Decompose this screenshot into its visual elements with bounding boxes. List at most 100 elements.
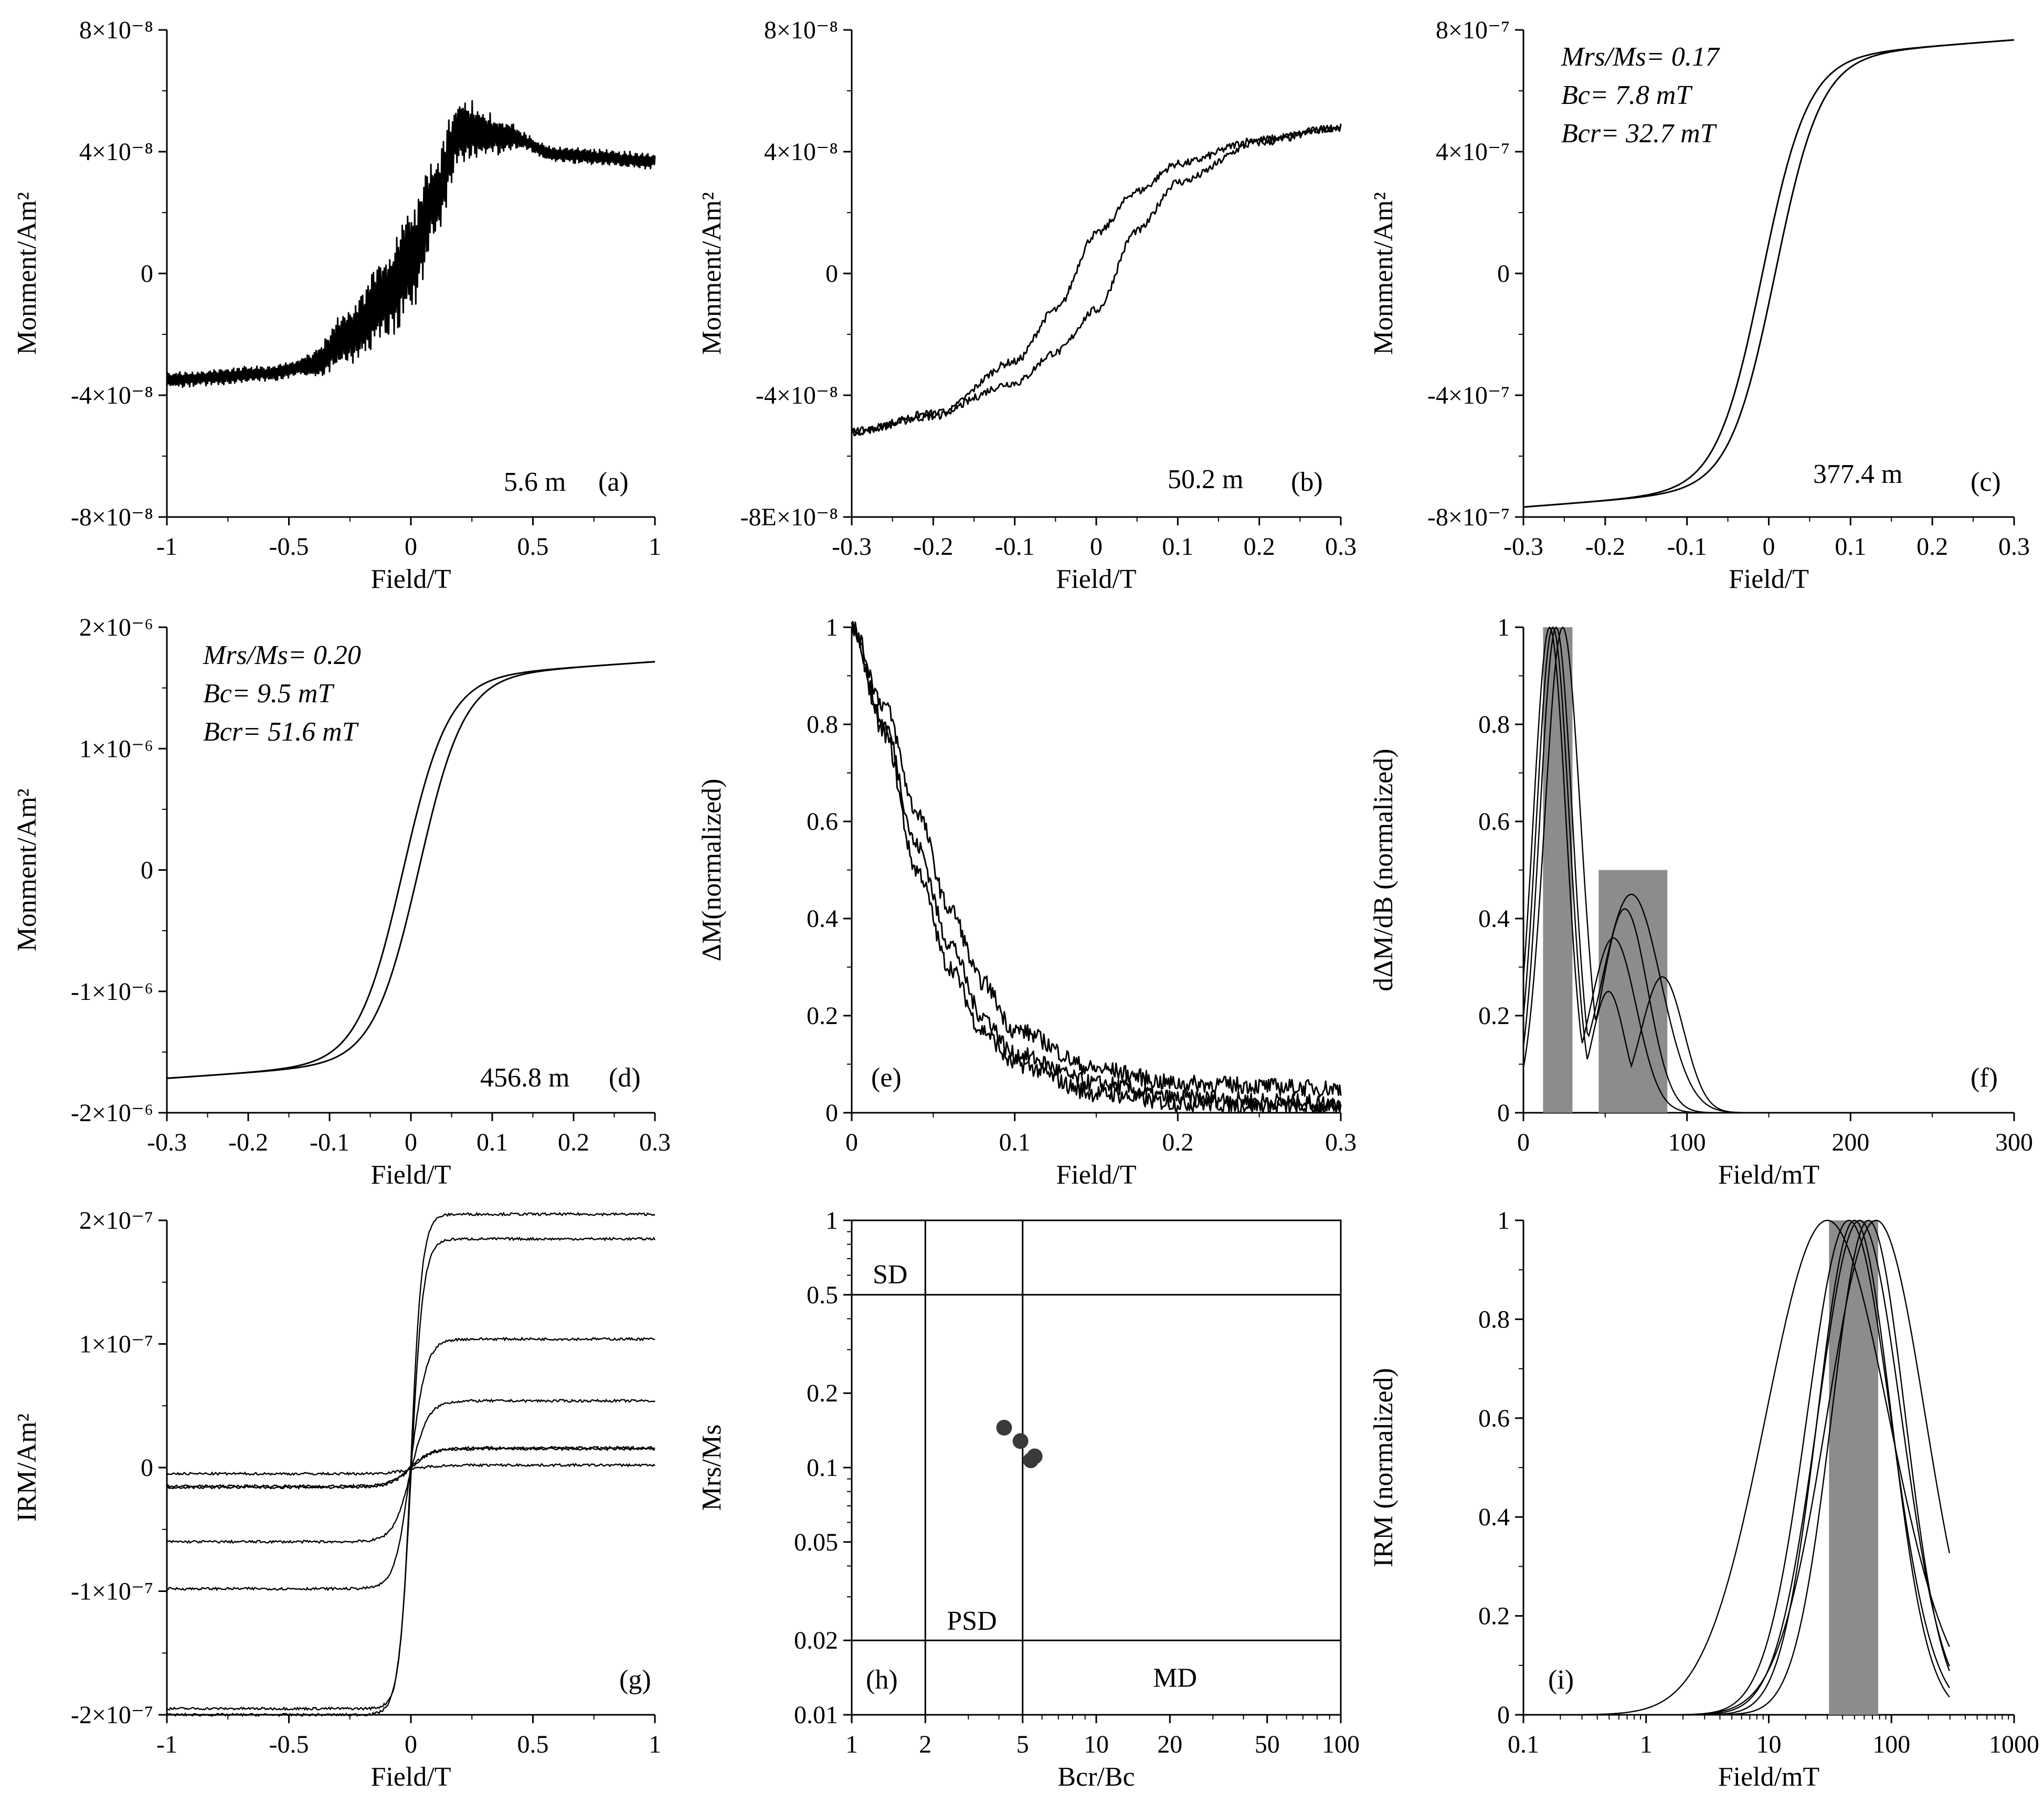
series-5 (1523, 1219, 1950, 1716)
x-tick-label: -0.2 (228, 1129, 268, 1156)
y-tick-label: -1×10⁻⁷ (71, 1578, 153, 1606)
y-tick-label: 0.8 (1478, 711, 1510, 739)
y-tick-label: 0.2 (807, 1002, 838, 1030)
x-tick-label: 0.3 (639, 1129, 671, 1156)
x-tick-label: 300 (1995, 1129, 2033, 1156)
y-tick-label: 1×10⁻⁷ (79, 1331, 153, 1358)
panel-c: -0.3 -0.2 -0.1 0 0.1 0.2 0.3 -8×10⁻⁷ -4×10⁻⁷ 0 4×1… (1369, 16, 2030, 594)
x-tick-label: -0.3 (147, 1129, 187, 1156)
y-tick-label: 2×10⁻⁶ (79, 614, 153, 641)
y-tick-label: -4×10⁻⁸ (756, 382, 838, 409)
param-text-3: Bcr= 32.7 mT (1561, 119, 1717, 149)
x-tick-label: -0.3 (832, 533, 872, 561)
y-tick-label: 1×10⁻⁶ (79, 735, 153, 763)
panel-f: 0 100 200 300 0 0.2 0.4 0.6 0.8 1 Field/mT dΔM/dB (… (1369, 614, 2033, 1190)
panel-label: (h) (866, 1665, 898, 1695)
y-tick-label: 0.2 (1478, 1602, 1510, 1630)
y-tick-label: 4×10⁻⁸ (79, 138, 153, 166)
depth-label: 50.2 m (1168, 465, 1243, 494)
y-tick-label: 8×10⁻⁷ (1436, 16, 1510, 44)
x-tick-label: 10 (1084, 1731, 1109, 1758)
x-tick-label: 0.2 (1244, 533, 1275, 561)
x-tick-label: -0.5 (269, 1731, 309, 1758)
x-tick-label: -0.1 (310, 1129, 350, 1156)
bar-1 (1543, 627, 1573, 1113)
y-axis-title: Mrs/Ms (697, 1425, 727, 1511)
y-tick-label: 0.2 (1478, 1002, 1510, 1030)
x-axis-title: Bcr/Bc (1057, 1762, 1135, 1792)
x-tick-label: 1 (1640, 1731, 1653, 1758)
x-tick-label: -0.2 (1585, 533, 1625, 561)
y-tick-label: 4×10⁻⁸ (764, 138, 838, 166)
x-tick-label: 0.5 (517, 533, 549, 561)
x-tick-label: 0.1 (476, 1129, 508, 1156)
series-1 (851, 123, 1342, 437)
x-tick-label: 0.1 (1508, 1731, 1539, 1758)
x-tick-label: 0 (405, 1129, 417, 1156)
panel-g: -1 -0.5 0 0.5 1 -2×10⁻⁷ -1×10⁻⁷ 0 1×10⁻⁷ 2×10⁻⁷ Fi… (12, 1207, 661, 1792)
y-axis-title: Monment/Am² (1369, 192, 1399, 355)
series-6 (1523, 1219, 1950, 1716)
y-tick-label: 0 (141, 260, 153, 288)
x-tick-label: 0.1 (1162, 533, 1193, 561)
x-tick-label: 0.1 (1835, 533, 1866, 561)
x-axis-title: Field/T (1729, 564, 1809, 594)
x-tick-label: 0.1 (999, 1129, 1031, 1156)
x-axis-title: Field/mT (1718, 1762, 1820, 1792)
y-tick-label: 0.02 (794, 1627, 838, 1654)
y-tick-label: -8×10⁻⁷ (1427, 503, 1510, 531)
series-4 (1522, 626, 2014, 1114)
x-tick-label: 0 (405, 533, 417, 561)
panel-label: (b) (1291, 467, 1323, 497)
x-axis-title: Field/T (370, 564, 451, 594)
y-tick-label: 0.5 (807, 1281, 838, 1309)
panel-label: (i) (1548, 1665, 1574, 1695)
y-tick-label: 8×10⁻⁸ (764, 16, 838, 44)
panel-d: -0.3 -0.2 -0.1 0 0.1 0.2 0.3 -2×10⁻⁶ -1×10⁻⁶ 0 1×1… (12, 614, 671, 1190)
x-tick-label: 2 (919, 1731, 931, 1758)
y-axis-title: ΔM(normalized) (697, 778, 727, 961)
panel-label: (f) (1971, 1063, 1998, 1093)
x-tick-label: 1000 (1989, 1731, 2039, 1758)
y-tick-label: 8×10⁻⁸ (79, 16, 153, 44)
x-tick-label: -0.1 (995, 533, 1035, 561)
series-4 (166, 1398, 655, 1544)
x-tick-label: 0 (1517, 1129, 1530, 1156)
x-tick-label: 5 (1016, 1731, 1029, 1758)
y-tick-label: 0.6 (807, 808, 838, 836)
x-tick-label: -0.3 (1503, 533, 1543, 561)
panel-i: 0.1 1 10 100 1000 0 0.2 0.4 0.6 0.8 1 Field/mT IRM (… (1369, 1207, 2039, 1792)
series-7 (166, 1462, 655, 1476)
panel-e: 0 0.1 0.2 0.3 0 0.2 0.4 0.6 0.8 1 Field/T ΔM(normal… (697, 614, 1357, 1190)
y-tick-label: -1×10⁻⁶ (71, 978, 153, 1006)
x-tick-label: -0.5 (269, 533, 309, 561)
param-text-1: Mrs/Ms= 0.20 (203, 640, 361, 670)
param-text-3: Bcr= 51.6 mT (203, 717, 359, 747)
x-tick-label: 1 (649, 533, 661, 561)
y-tick-label: 0.2 (807, 1379, 838, 1407)
x-tick-label: -0.1 (1667, 533, 1707, 561)
x-tick-label: 0 (845, 1129, 858, 1156)
depth-label: 456.8 m (480, 1063, 569, 1093)
y-tick-label: -8E×10⁻⁸ (740, 503, 838, 531)
series-2 (851, 621, 1342, 1112)
y-tick-label: -2×10⁻⁷ (71, 1701, 153, 1729)
x-tick-label: 50 (1255, 1731, 1280, 1758)
y-tick-label: 0 (825, 260, 838, 288)
series-6 (166, 1447, 655, 1490)
x-tick-label: 0 (1763, 533, 1775, 561)
series-1 (851, 620, 1342, 1114)
x-tick-label: 100 (1322, 1731, 1360, 1758)
y-tick-label: 4×10⁻⁷ (1436, 138, 1510, 166)
x-tick-label: 0 (405, 1731, 417, 1758)
y-tick-label: 0 (1497, 1701, 1510, 1729)
x-axis-title: Field/mT (1718, 1160, 1820, 1190)
y-tick-label: 1 (825, 1207, 838, 1235)
series-2 (1523, 1219, 1950, 1716)
y-axis-title: IRM/Am² (12, 1414, 42, 1522)
x-tick-label: 100 (1872, 1731, 1910, 1758)
y-tick-label: 0.8 (1478, 1305, 1510, 1333)
y-axis-title: Monment/Am² (12, 788, 42, 951)
series-4 (1523, 1219, 1950, 1716)
y-tick-label: 0.6 (1478, 1405, 1510, 1432)
